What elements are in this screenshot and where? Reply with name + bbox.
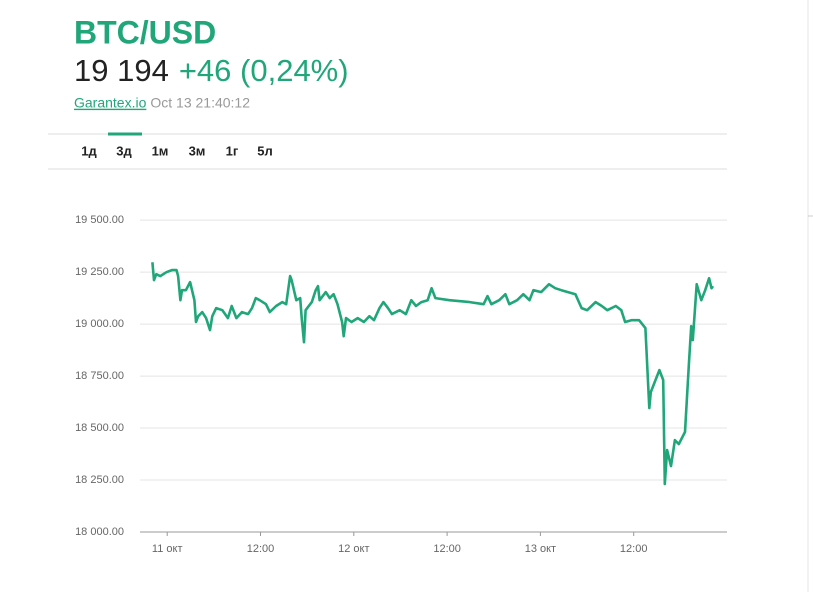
tab[interactable]: 3д [116, 143, 132, 158]
tab[interactable]: 1м [152, 143, 169, 158]
x-tick-label: 11 окт [152, 543, 183, 555]
y-tick-label: 19 250.00 [75, 266, 124, 278]
y-tick-label: 18 250.00 [75, 474, 124, 486]
plot: 18 000.00 18 250.00 18 500.00 18 750.00 19 0… [75, 214, 727, 555]
tabs: 1д 3д 1м 3м 1г 5л [81, 132, 273, 158]
x-tick-label: 13 окт [525, 543, 556, 555]
title: BTC/USD [74, 14, 216, 50]
price: 19 194 [74, 53, 169, 88]
x-tick-label: 12 окт [338, 543, 369, 555]
y-tick-label: 19 500.00 [75, 214, 124, 226]
tab[interactable]: 1г [226, 143, 239, 158]
y-tick-label: 18 000.00 [75, 526, 124, 538]
y-tick-label: 18 500.00 [75, 422, 124, 434]
price-line [151, 262, 715, 486]
tab[interactable]: 5л [257, 143, 273, 158]
tab[interactable]: 1д [81, 143, 97, 158]
y-tick-label: 18 750.00 [75, 370, 124, 382]
tab[interactable]: 3м [189, 143, 206, 158]
y-tick-label: 19 000.00 [75, 318, 124, 330]
x-tick-label: 12:00 [620, 543, 648, 555]
source-link[interactable]: Garantex.io [74, 95, 147, 111]
x-tick-label: 12:00 [247, 543, 275, 555]
change: +46 (0,24%) [179, 53, 349, 88]
timestamp: Oct 13 21:40:12 [150, 95, 250, 111]
x-tick-label: 12:00 [433, 543, 461, 555]
